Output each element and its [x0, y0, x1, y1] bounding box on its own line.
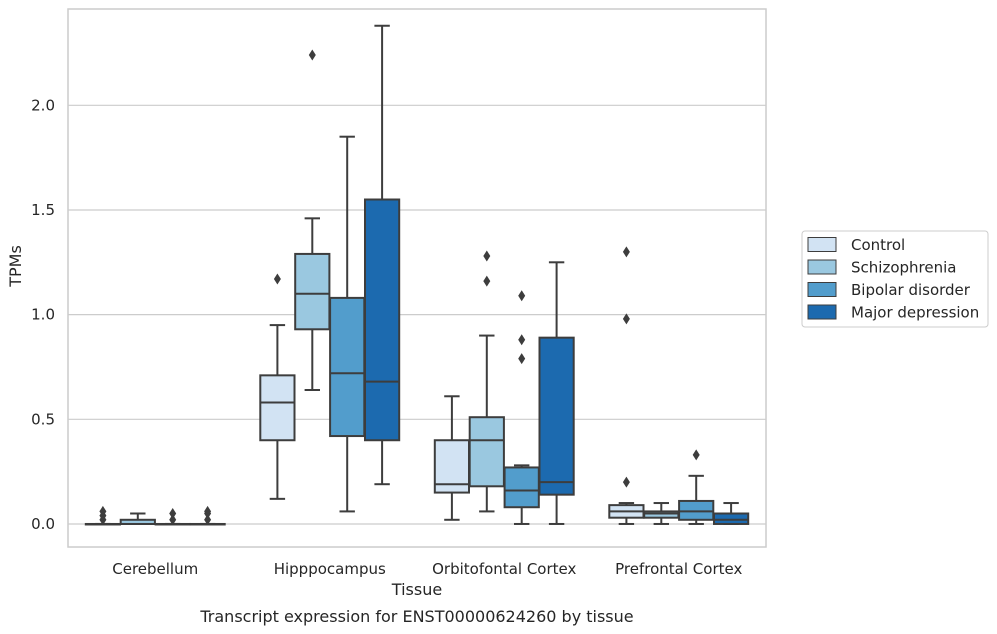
- outlier-point: [483, 250, 491, 262]
- legend-label: Control: [851, 236, 905, 254]
- y-axis-label: TPMs: [6, 245, 25, 288]
- box-major-depression: [712, 502, 750, 525]
- legend: Control Schizophrenia Bipolar disorder Majo…: [801, 230, 989, 328]
- y-axis-ticks: 0.0 0.5 1.0 1.5 2.0: [31, 96, 55, 533]
- iqr-box: [468, 416, 505, 488]
- outlier-point: [518, 353, 526, 365]
- box-bipolar-disorder: [154, 508, 191, 526]
- x-tick-label: Cerebellum: [112, 560, 198, 578]
- box-plot-area: [84, 24, 750, 526]
- x-axis-ticks: Cerebellum Hipppocampus Orbitofontal Corte…: [112, 560, 742, 578]
- legend-label: Schizophrenia: [851, 259, 956, 277]
- legend-items: Control Schizophrenia Bipolar disorder Majo…: [807, 236, 979, 322]
- box-control: [433, 395, 471, 521]
- box-major-depression: [538, 261, 575, 525]
- iqr-box: [503, 466, 540, 509]
- legend-swatch: [807, 259, 837, 275]
- box-bipolar-disorder: [678, 449, 715, 525]
- box-schizophrenia: [468, 250, 505, 513]
- box-schizophrenia: [294, 49, 331, 391]
- legend-frame: [801, 230, 989, 328]
- box-schizophrenia: [643, 502, 680, 525]
- x-tick-label: Hipppocampus: [274, 560, 386, 578]
- outlier-point: [692, 449, 700, 461]
- box-control: [608, 246, 645, 525]
- iqr-box: [643, 510, 680, 519]
- plot-frame: [67, 8, 767, 548]
- legend-swatch: [807, 282, 837, 297]
- x-axis-label: Tissue: [391, 580, 442, 599]
- outlier-point: [273, 273, 281, 285]
- box-schizophrenia: [119, 512, 156, 525]
- outlier-point: [622, 313, 630, 325]
- x-tick-label: Prefrontal Cortex: [615, 560, 742, 578]
- iqr-box: [678, 499, 715, 521]
- legend-label: Major depression: [851, 304, 979, 322]
- box-bipolar-disorder: [503, 290, 540, 525]
- legend-swatch: [807, 237, 837, 252]
- box-major-depression: [189, 505, 226, 526]
- legend-swatch: [807, 304, 837, 320]
- outlier-point: [518, 290, 526, 302]
- y-tick-label: 0.0: [31, 515, 55, 533]
- outlier-point: [169, 508, 177, 520]
- box-control: [84, 505, 122, 526]
- outlier-point: [308, 49, 316, 61]
- outlier-point: [99, 505, 107, 517]
- outlier-point: [518, 334, 526, 346]
- iqr-box: [363, 198, 401, 442]
- iqr-box: [538, 336, 575, 496]
- chart-caption: Transcript expression for ENST0000062426…: [199, 607, 633, 626]
- gridlines: [68, 104, 766, 525]
- x-tick-label: Orbitofontal Cortex: [432, 560, 576, 578]
- iqr-box: [294, 252, 331, 331]
- iqr-box: [329, 296, 366, 438]
- outlier-point: [622, 246, 630, 258]
- legend-label: Bipolar disorder: [851, 281, 971, 299]
- y-tick-label: 1.0: [31, 306, 55, 324]
- box-major-depression: [363, 24, 401, 486]
- outlier-point: [622, 476, 630, 488]
- outlier-point: [169, 514, 177, 526]
- iqr-box: [712, 512, 750, 525]
- box-bipolar-disorder: [329, 135, 366, 513]
- box-control: [259, 273, 296, 500]
- y-tick-label: 2.0: [31, 96, 55, 114]
- outlier-point: [483, 275, 491, 287]
- outlier-point: [204, 505, 212, 517]
- outlier-point: [204, 514, 212, 526]
- y-tick-label: 1.5: [31, 201, 55, 219]
- iqr-box: [259, 374, 296, 442]
- y-tick-label: 0.5: [31, 410, 55, 428]
